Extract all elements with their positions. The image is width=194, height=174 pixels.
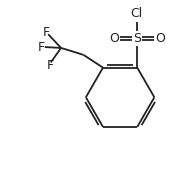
Text: S: S (133, 32, 141, 45)
Text: O: O (155, 32, 165, 45)
Text: Cl: Cl (130, 7, 143, 20)
Text: F: F (43, 26, 50, 39)
Text: O: O (110, 32, 120, 45)
Text: F: F (38, 41, 45, 54)
Text: F: F (46, 59, 54, 72)
